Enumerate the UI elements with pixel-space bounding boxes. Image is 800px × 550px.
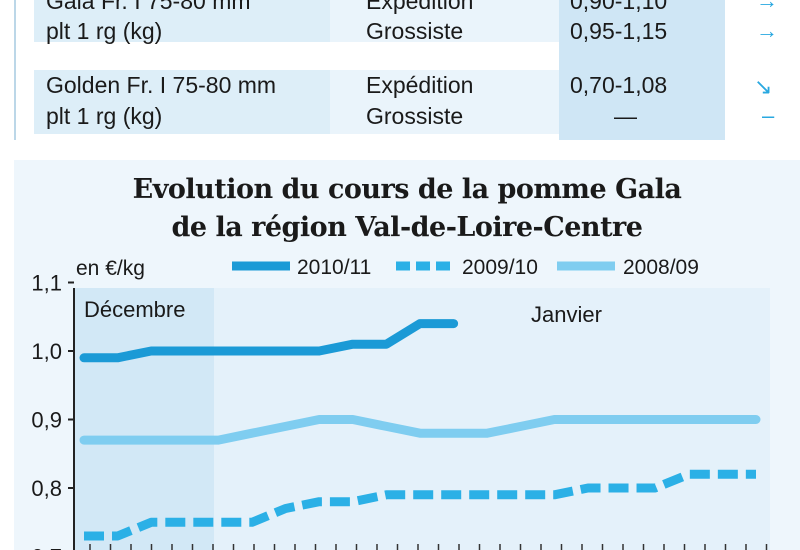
y-tick-label: 1,0 [31,339,62,364]
table-left-rule [14,0,16,140]
series-line-2008-09 [79,415,761,445]
stage-label: Grossiste [366,103,464,129]
variety-label: Golden Fr. I 75-80 mm [46,72,277,98]
row-band [330,0,559,42]
unit-label: en €/kg [76,257,145,280]
price-range: 0,95-1,15 [570,18,668,44]
legend-label: 2009/10 [462,256,538,279]
packaging-label: plt 1 rg (kg) [46,103,163,129]
price-range: — [614,103,637,129]
table-row: Gala Fr. I 75-80 mm plt 1 rg (kg) Expédi… [14,0,800,44]
stage-label: Grossiste [366,18,464,44]
period-label-janvier: Janvier [531,302,602,327]
table-row: Golden Fr. I 75-80 mm plt 1 rg (kg) Expé… [14,70,800,134]
y-tick-label: 0,8 [31,476,62,501]
chart-panel: Evolution du cours de la pomme Gala de l… [14,160,800,550]
line-chart: 2010/11 2009/10 2008/09 1,1 1,0 0,9 0,8 0,7 en… [31,256,770,550]
period-label-december: Décembre [84,297,185,322]
variety-label: Gala Fr. I 75-80 mm [46,0,251,14]
trend-arrow-icon: → [756,0,778,13]
stage-label: Expédition [366,72,474,98]
series-line-2009-10 [84,469,756,541]
row-band [34,70,330,134]
legend-label: 2008/09 [623,256,699,279]
chart-title: Evolution du cours de la pomme Gala [132,174,682,205]
price-range: 0,90-1,10 [570,0,668,14]
stage-label: Expédition [366,0,474,14]
trend-arrow-icon: ↘ [754,74,773,99]
price-column-band [559,0,725,140]
y-tick-label: 0,7 [31,545,62,550]
price-table: Gala Fr. I 75-80 mm plt 1 rg (kg) Expédi… [14,0,800,140]
legend-label: 2010/11 [297,256,371,279]
price-range: 0,70-1,08 [570,72,668,98]
packaging-label: plt 1 rg (kg) [46,18,163,44]
row-band [330,70,559,134]
row-band [34,0,330,42]
trend-arrow-icon: → [756,18,778,43]
trend-arrow-icon: – [762,103,775,128]
y-tick-label: 0,9 [31,408,62,433]
december-band [74,288,214,550]
y-tick-label: 1,1 [31,271,62,296]
chart-subtitle: de la région Val-de-Loire-Centre [171,212,643,243]
series-line-2010-11 [79,319,459,363]
